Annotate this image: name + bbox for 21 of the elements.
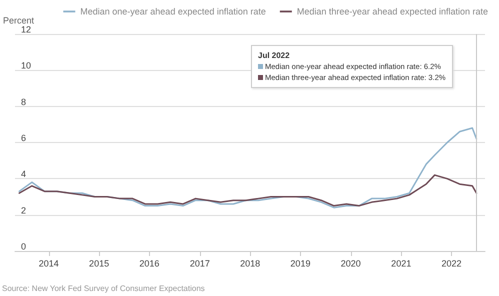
y-tick-label: 12 [21,24,32,34]
x-tick-label: 2020 [340,258,361,268]
x-tick-label: 2018 [240,258,260,268]
y-tick-label: 10 [21,60,32,71]
x-tick-label: 2017 [190,258,210,268]
y-tick-label: 6 [21,133,26,143]
x-tick-label: 2016 [139,258,160,268]
y-tick-label: 4 [21,169,26,180]
x-tick-label: 2014 [38,258,59,268]
y-tick-label: 8 [21,96,26,107]
x-tick-label: 2021 [391,258,412,268]
x-tick-label: 2019 [290,258,310,268]
y-tick-label: 2 [21,205,26,216]
annotation: Jul 2022 [258,50,291,61]
source-note: Source: New York Fed Survey of Consumer Expectations [2,284,205,293]
x-tick-label: 2015 [89,258,110,268]
y-tick-label: 0 [21,242,26,252]
y-axis-title: Percent [3,16,35,26]
x-tick-label: 2022 [441,258,462,268]
legend-label: Median one-year ahead expected inflation rate [80,6,266,16]
legend-label: Median three-year ahead expected inflation rate [296,6,488,16]
